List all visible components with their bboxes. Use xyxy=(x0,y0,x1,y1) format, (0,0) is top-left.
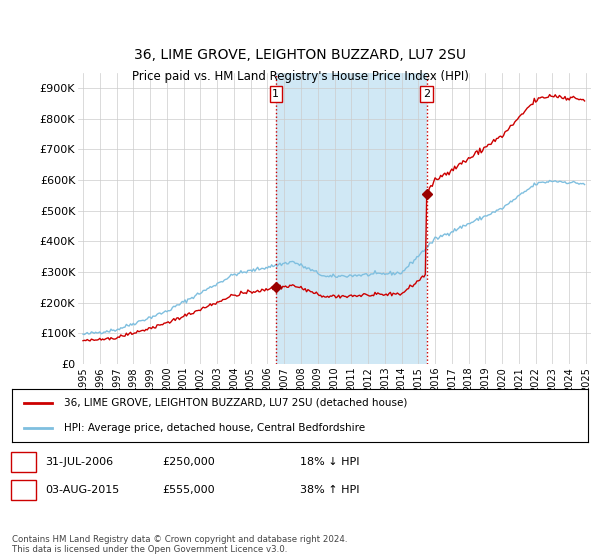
Text: 36, LIME GROVE, LEIGHTON BUZZARD, LU7 2SU (detached house): 36, LIME GROVE, LEIGHTON BUZZARD, LU7 2S… xyxy=(64,398,407,408)
Text: Price paid vs. HM Land Registry's House Price Index (HPI): Price paid vs. HM Land Registry's House … xyxy=(131,70,469,83)
Text: 2: 2 xyxy=(20,483,27,497)
Text: 1: 1 xyxy=(20,455,27,469)
Text: £250,000: £250,000 xyxy=(162,457,215,467)
Bar xyxy=(276,73,427,364)
Text: 38% ↑ HPI: 38% ↑ HPI xyxy=(300,485,359,495)
Text: 03-AUG-2015: 03-AUG-2015 xyxy=(45,485,119,495)
Text: 36, LIME GROVE, LEIGHTON BUZZARD, LU7 2SU: 36, LIME GROVE, LEIGHTON BUZZARD, LU7 2S… xyxy=(134,48,466,62)
Text: 18% ↓ HPI: 18% ↓ HPI xyxy=(300,457,359,467)
Text: 1: 1 xyxy=(272,89,280,99)
Text: Contains HM Land Registry data © Crown copyright and database right 2024.
This d: Contains HM Land Registry data © Crown c… xyxy=(12,535,347,554)
Text: HPI: Average price, detached house, Central Bedfordshire: HPI: Average price, detached house, Cent… xyxy=(64,422,365,432)
Text: £555,000: £555,000 xyxy=(162,485,215,495)
Text: 2: 2 xyxy=(423,89,430,99)
Text: 31-JUL-2006: 31-JUL-2006 xyxy=(45,457,113,467)
